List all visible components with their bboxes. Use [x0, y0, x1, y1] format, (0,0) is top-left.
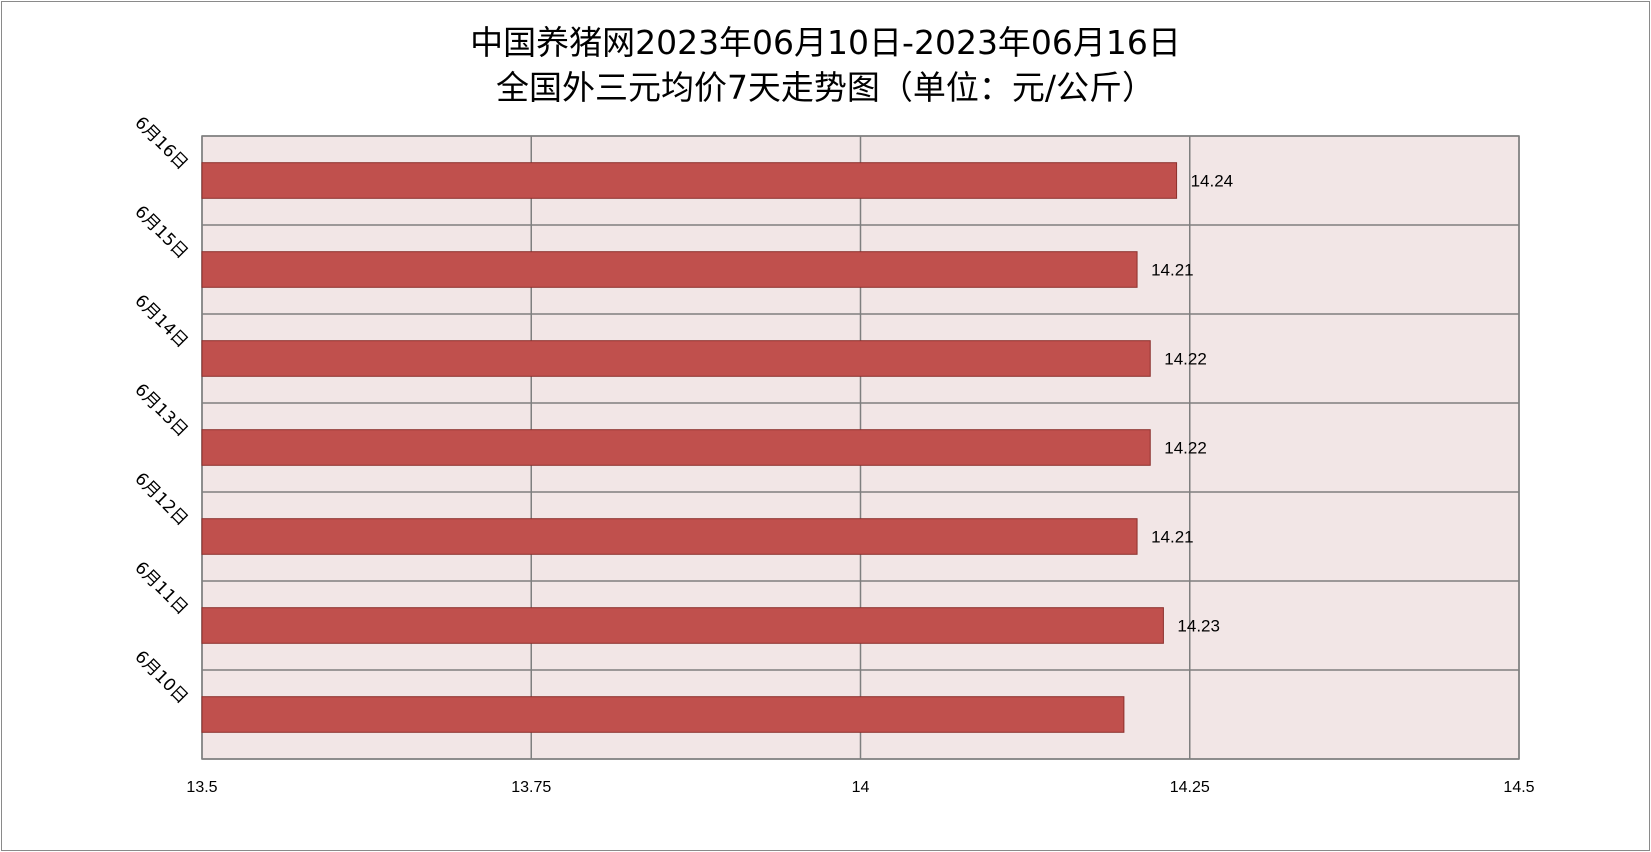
- category-label: 6月16日: [130, 113, 191, 174]
- category-label: 6月14日: [130, 291, 191, 352]
- bar: [201, 340, 1151, 377]
- x-tick-label: 13.5: [186, 779, 217, 796]
- bar: [201, 607, 1164, 644]
- bar: [201, 696, 1125, 733]
- chart-title: 中国养猪网2023年06月10日-2023年06月16日 全国外三元均价7天走势…: [0, 20, 1651, 110]
- x-tick-label: 14.5: [1503, 779, 1534, 796]
- category-label: 6月15日: [130, 202, 191, 263]
- bar: [201, 162, 1178, 199]
- chart-title-line-1: 中国养猪网2023年06月10日-2023年06月16日: [470, 23, 1181, 62]
- category-label: 6月13日: [130, 380, 191, 441]
- x-tick-label: 14: [852, 779, 870, 796]
- data-label: 14.21: [1151, 528, 1194, 547]
- category-label: 6月11日: [130, 558, 191, 619]
- data-label: 14.22: [1164, 439, 1207, 458]
- category-label: 6月10日: [130, 647, 191, 708]
- bar: [201, 518, 1138, 555]
- bar: [201, 429, 1151, 466]
- data-label: 14.21: [1151, 261, 1194, 280]
- data-label: 14.24: [1191, 172, 1234, 191]
- bar: [201, 251, 1138, 288]
- x-tick-label: 14.25: [1170, 779, 1210, 796]
- data-label: 14.23: [1177, 617, 1220, 636]
- data-label: 14.22: [1164, 350, 1207, 369]
- category-label: 6月12日: [130, 469, 191, 530]
- x-tick-label: 13.75: [511, 779, 551, 796]
- chart-title-line-2: 全国外三元均价7天走势图（单位：元/公斤）: [495, 68, 1156, 107]
